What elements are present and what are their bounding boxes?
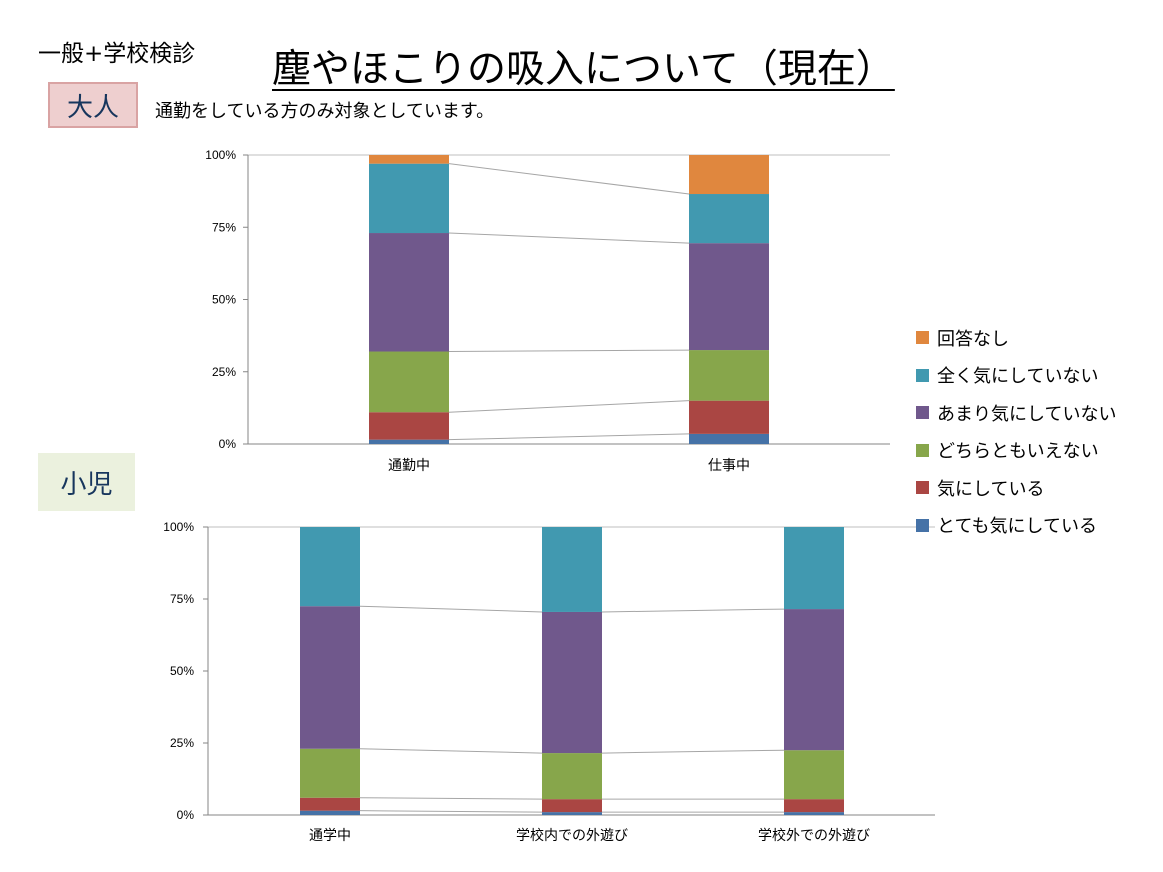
legend-label: 気にしている bbox=[937, 478, 1045, 500]
series-connector-line bbox=[359, 797, 543, 800]
bar-segment bbox=[300, 797, 360, 811]
bar-segment bbox=[300, 748, 360, 798]
bar-segment bbox=[300, 606, 360, 749]
bar-segment bbox=[542, 611, 602, 754]
legend-item: とても気にしている bbox=[916, 507, 1116, 545]
bar-segment bbox=[689, 433, 769, 444]
bar-segment bbox=[542, 799, 602, 813]
y-tick-label: 75% bbox=[212, 220, 236, 234]
series-connector-line bbox=[448, 163, 690, 195]
adult-section-note: 通勤をしている方のみ対象としています。 bbox=[155, 101, 495, 122]
series-connector-line bbox=[448, 433, 690, 441]
legend-label: とても気にしている bbox=[937, 516, 1098, 538]
bar-segment bbox=[784, 799, 844, 813]
bar-segment bbox=[369, 155, 449, 164]
series-connector-line bbox=[359, 748, 543, 754]
bar-segment bbox=[300, 810, 360, 815]
bar-segment bbox=[369, 233, 449, 352]
legend-item: 全く気にしていない bbox=[916, 357, 1116, 395]
bar-segment bbox=[689, 243, 769, 351]
legend-swatch bbox=[916, 481, 929, 495]
series-connector-line bbox=[601, 749, 785, 754]
bar-segment bbox=[689, 155, 769, 195]
x-category-label: 通学中 bbox=[309, 828, 351, 844]
bar-segment bbox=[542, 812, 602, 815]
chart-legend: 回答なし 全く気にしていない あまり気にしていない どちらともいえない 気にして… bbox=[916, 319, 1116, 544]
adult-section-badge: 大人 bbox=[48, 82, 138, 128]
y-tick-label: 50% bbox=[170, 664, 194, 678]
y-tick-label: 75% bbox=[170, 592, 194, 606]
legend-label: 回答なし bbox=[937, 328, 1009, 350]
bar-segment bbox=[784, 609, 844, 751]
x-category-label: 仕事中 bbox=[708, 458, 750, 474]
bar-segment bbox=[784, 527, 844, 610]
bar-segment bbox=[369, 163, 449, 234]
bar-segment bbox=[369, 351, 449, 413]
x-category-label: 学校内での外遊び bbox=[516, 827, 628, 844]
legend-swatch bbox=[916, 331, 929, 345]
series-connector-line bbox=[448, 232, 690, 244]
legend-item: あまり気にしていない bbox=[916, 394, 1116, 432]
bar-segment bbox=[784, 750, 844, 800]
legend-label: どちらともいえない bbox=[937, 441, 1099, 463]
bar-segment bbox=[689, 350, 769, 401]
legend-label: 全く気にしていない bbox=[937, 366, 1099, 388]
y-tick-label: 0% bbox=[219, 437, 237, 451]
bar-segment bbox=[300, 527, 360, 607]
y-tick-label: 25% bbox=[212, 365, 236, 379]
series-connector-line bbox=[448, 400, 690, 413]
bar-segment bbox=[689, 400, 769, 434]
x-category-label: 通勤中 bbox=[388, 458, 430, 474]
bar-segment bbox=[369, 412, 449, 440]
series-connector-line bbox=[359, 605, 543, 613]
series-connector-line bbox=[448, 349, 690, 353]
legend-swatch bbox=[916, 368, 929, 382]
x-category-label: 学校外での外遊び bbox=[758, 827, 870, 844]
legend-item: 回答なし bbox=[916, 319, 1116, 357]
bar-segment bbox=[784, 812, 844, 815]
bar-segment bbox=[542, 753, 602, 800]
legend-swatch bbox=[916, 518, 929, 532]
legend-swatch bbox=[916, 406, 929, 420]
bar-segment bbox=[369, 439, 449, 444]
page-title: 塵やほこりの吸入について（現在） bbox=[272, 47, 895, 92]
legend-label: あまり気にしていない bbox=[937, 403, 1117, 425]
y-tick-label: 100% bbox=[205, 148, 236, 162]
y-tick-label: 100% bbox=[163, 520, 194, 534]
legend-swatch bbox=[916, 443, 929, 457]
y-tick-label: 25% bbox=[170, 736, 194, 750]
child-section-badge: 小児 bbox=[38, 453, 135, 511]
legend-item: 気にしている bbox=[916, 469, 1116, 507]
survey-kicker: 一般+学校検診 bbox=[38, 41, 196, 67]
y-tick-label: 0% bbox=[177, 808, 195, 822]
y-tick-label: 50% bbox=[212, 293, 236, 307]
bar-segment bbox=[542, 527, 602, 612]
bar-segment bbox=[689, 194, 769, 244]
series-connector-line bbox=[359, 810, 543, 813]
legend-item: どちらともいえない bbox=[916, 432, 1116, 470]
series-connector-line bbox=[601, 608, 785, 613]
